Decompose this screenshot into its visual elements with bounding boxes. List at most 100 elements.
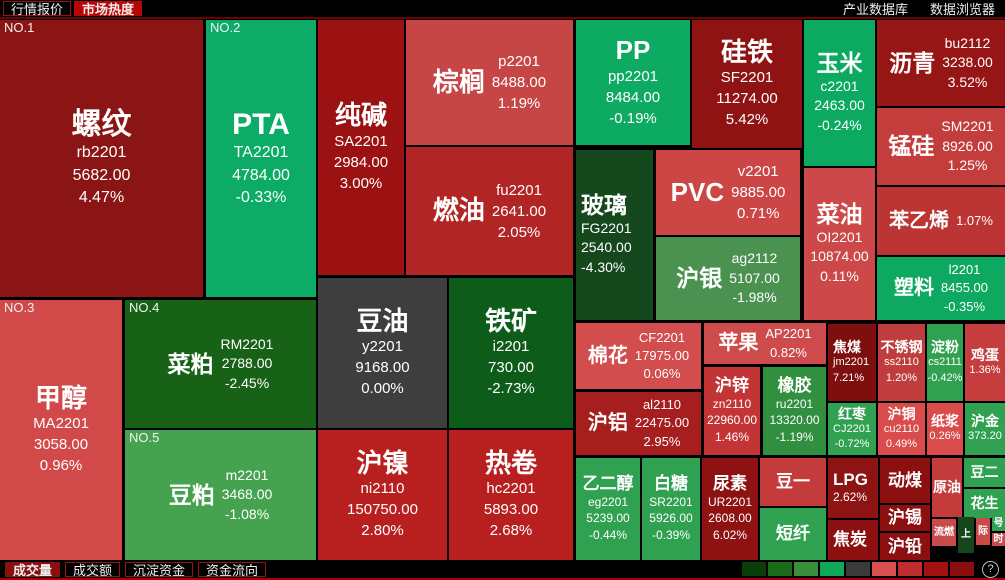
tab-deposited-funds[interactable]: 沉淀资金 xyxy=(125,561,194,578)
treemap-tile-peanut[interactable]: 花生 xyxy=(964,489,1005,518)
bottom-toolbar: 成交量 成交额 沉淀资金 资金流向 ? xyxy=(0,560,1005,580)
treemap-tile-short-fiber[interactable]: 短纤 xyxy=(760,508,826,560)
treemap-tile-rapeseed-oil[interactable]: 菜油 OI2201 10874.00 0.11% xyxy=(804,168,875,320)
tile-change: -0.19% xyxy=(609,109,657,127)
tile-name: 苯乙烯 xyxy=(889,209,950,232)
tile-name: 沪锡 xyxy=(888,508,922,528)
tile-name: 沪锌 xyxy=(715,376,749,396)
treemap-tile-pvc[interactable]: PVC v2201 9885.00 0.71% xyxy=(656,150,800,235)
treemap-tile-soybean-one[interactable]: 豆一 xyxy=(760,458,826,506)
treemap-tile-lead[interactable]: 沪铅 xyxy=(880,533,930,560)
treemap-tile-zinc[interactable]: 沪锌 zn2110 22960.00 1.46% xyxy=(704,367,760,455)
tile-change: 5.42% xyxy=(725,111,769,129)
treemap-tile-crude-oil[interactable]: 原油 xyxy=(932,458,962,517)
tile-contract-code: TA2201 xyxy=(233,144,289,162)
treemap-tile-stainless-steel[interactable]: 不锈钢 ss2110 1.20% xyxy=(878,324,925,401)
treemap-tile-soybean-two[interactable]: 豆二 xyxy=(964,458,1005,487)
tile-change: 0.00% xyxy=(361,380,404,398)
tile-name: 焦炭 xyxy=(833,530,867,550)
tile-contract-code: al2110 xyxy=(642,397,682,413)
tile-change: 1.46% xyxy=(714,430,750,445)
tile-name: 际 xyxy=(978,525,988,537)
tile-change: 2.80% xyxy=(361,522,404,540)
treemap-tile-international-copper[interactable]: 际 xyxy=(976,518,990,545)
tile-price: 22475.00 xyxy=(634,415,690,431)
treemap-tile-red-date[interactable]: 红枣 CJ2201 -0.72% xyxy=(828,403,876,455)
tile-name: 锰硅 xyxy=(888,133,935,160)
treemap-tile-corn[interactable]: 玉米 c2201 2463.00 -0.24% xyxy=(804,20,875,166)
treemap-tile-coking-coal[interactable]: 焦煤 jm2201 7.21% xyxy=(828,324,876,401)
treemap-tile-gold[interactable]: 沪金 373.20 xyxy=(965,403,1005,455)
treemap-tile-soybean-oil[interactable]: 豆油 y2201 9168.00 0.00% xyxy=(318,278,447,428)
treemap-tile-cotton[interactable]: 棉花 CF2201 17975.00 0.06% xyxy=(576,323,701,389)
treemap-tile-rapeseed-meal[interactable]: NO.4 菜粕 RM2201 2788.00 -2.45% xyxy=(125,300,316,428)
treemap-tile-aluminum[interactable]: 沪铝 al2110 22475.00 2.95% xyxy=(576,392,701,455)
treemap-tile-soybean-meal[interactable]: NO.5 豆粕 m2201 3468.00 -1.08% xyxy=(125,430,316,560)
tile-change: -0.42% xyxy=(927,371,963,384)
tile-contract-code: v2201 xyxy=(737,163,779,180)
tile-price: 5682.00 xyxy=(72,166,131,184)
tab-fund-flow[interactable]: 资金流向 xyxy=(198,561,267,578)
treemap-tile-copper[interactable]: 沪铜 cu2110 0.49% xyxy=(878,403,925,455)
treemap-tile-rebar[interactable]: NO.1 螺纹 rb2201 5682.00 4.47% xyxy=(0,20,203,297)
tab-turnover[interactable]: 成交额 xyxy=(65,561,121,578)
tile-price: 150750.00 xyxy=(347,501,418,519)
treemap-tile-silicomanganese[interactable]: 锰硅 SM2201 8926.00 1.25% xyxy=(877,108,1005,185)
treemap-tile-palm-oil[interactable]: 棕榈 p2201 8488.00 1.19% xyxy=(406,20,573,145)
treemap-tile-nickel[interactable]: 沪镍 ni2110 150750.00 2.80% xyxy=(318,430,447,560)
help-icon[interactable]: ? xyxy=(982,560,999,578)
treemap-tile-low-sulfur-fuel[interactable]: 流燃 xyxy=(932,519,956,546)
treemap-tile-pulp[interactable]: 纸浆 0.26% xyxy=(927,403,963,455)
treemap-tile-sugar[interactable]: 白糖 SR2201 5926.00 -0.39% xyxy=(642,458,700,560)
tile-price: 4784.00 xyxy=(232,166,290,184)
treemap-tile-coke[interactable]: 焦炭 xyxy=(828,520,878,560)
tile-contract-code: MA2201 xyxy=(33,415,89,433)
treemap-tile-glass[interactable]: 玻璃 FG2201 2540.00 -4.30% xyxy=(576,150,653,320)
tile-change: -0.35% xyxy=(943,298,986,314)
tile-change: 0.49% xyxy=(885,438,918,451)
treemap-tile-pp[interactable]: PP pp2201 8484.00 -0.19% xyxy=(576,20,690,145)
tile-change: 6.02% xyxy=(712,528,748,543)
treemap-tile-lpg[interactable]: LPG 2.62% xyxy=(828,458,878,518)
treemap-tile-plastic[interactable]: 塑料 l2201 8455.00 -0.35% xyxy=(877,257,1005,320)
link-data-browser[interactable]: 数据浏览器 xyxy=(929,2,995,17)
treemap-tile-ethylene-glycol[interactable]: 乙二醇 eg2201 5239.00 -0.44% xyxy=(576,458,640,560)
treemap-tile-tin[interactable]: 沪锡 xyxy=(880,505,930,531)
treemap-tile-small-red[interactable]: 时 xyxy=(992,533,1005,546)
treemap-tile-starch[interactable]: 淀粉 cs2111 -0.42% xyxy=(927,324,963,401)
treemap-tile-egg[interactable]: 鸡蛋 1.36% xyxy=(965,324,1005,401)
tab-volume[interactable]: 成交量 xyxy=(5,561,61,578)
tile-name: 沪镍 xyxy=(356,447,409,478)
tile-name: 红枣 xyxy=(837,405,866,422)
treemap-tile-pta[interactable]: NO.2 PTA TA2201 4784.00 -0.33% xyxy=(206,20,316,297)
tile-price: 2540.00 xyxy=(581,239,632,256)
treemap-tile-apple[interactable]: 苹果 AP2201 0.82% xyxy=(704,323,826,364)
legend-swatch xyxy=(872,562,896,576)
treemap-tile-fuel-oil[interactable]: 燃油 fu2201 2641.00 2.05% xyxy=(406,147,573,275)
tab-market-heat[interactable]: 市场热度 xyxy=(74,1,143,17)
tile-name: PVC xyxy=(670,176,725,207)
treemap-tile-urea[interactable]: 尿素 UR2201 2608.00 6.02% xyxy=(702,458,758,560)
tile-name: 焦煤 xyxy=(833,339,861,356)
treemap-tile-ferrosilicon[interactable]: 硅铁 SF2201 11274.00 5.42% xyxy=(692,20,802,148)
treemap-tile-soda-ash[interactable]: 纯碱 SA2201 2984.00 3.00% xyxy=(318,20,404,275)
tile-change: -0.33% xyxy=(235,188,287,206)
treemap-tile-styrene[interactable]: 苯乙烯 1.07% xyxy=(877,187,1005,255)
tile-change: -0.72% xyxy=(834,438,870,451)
link-industry-database[interactable]: 产业数据库 xyxy=(842,2,908,17)
tab-quotes[interactable]: 行情报价 xyxy=(3,1,72,17)
treemap-tile-thermal-coal[interactable]: 动煤 xyxy=(880,458,930,503)
treemap-tile-methanol[interactable]: NO.3 甲醇 MA2201 3058.00 0.96% xyxy=(0,300,122,560)
tile-price: 5893.00 xyxy=(483,501,539,519)
treemap-tile-small-dark-green[interactable]: 上 xyxy=(958,517,974,553)
treemap-tile-no20-rubber[interactable]: 号 xyxy=(992,517,1005,531)
tile-change: 2.05% xyxy=(497,223,541,241)
treemap-tile-iron-ore[interactable]: 铁矿 i2201 730.00 -2.73% xyxy=(449,278,573,428)
tile-price: 3058.00 xyxy=(33,436,89,454)
treemap-tile-hot-coil[interactable]: 热卷 hc2201 5893.00 2.68% xyxy=(449,430,573,560)
tile-name: 乙二醇 xyxy=(582,474,634,494)
treemap-tile-bitumen[interactable]: 沥青 bu2112 3238.00 3.52% xyxy=(877,20,1005,106)
tile-name: 塑料 xyxy=(894,277,934,299)
treemap-tile-silver[interactable]: 沪银 ag2112 5107.00 -1.98% xyxy=(656,237,800,320)
treemap-tile-rubber[interactable]: 橡胶 ru2201 13320.00 -1.19% xyxy=(763,367,826,455)
